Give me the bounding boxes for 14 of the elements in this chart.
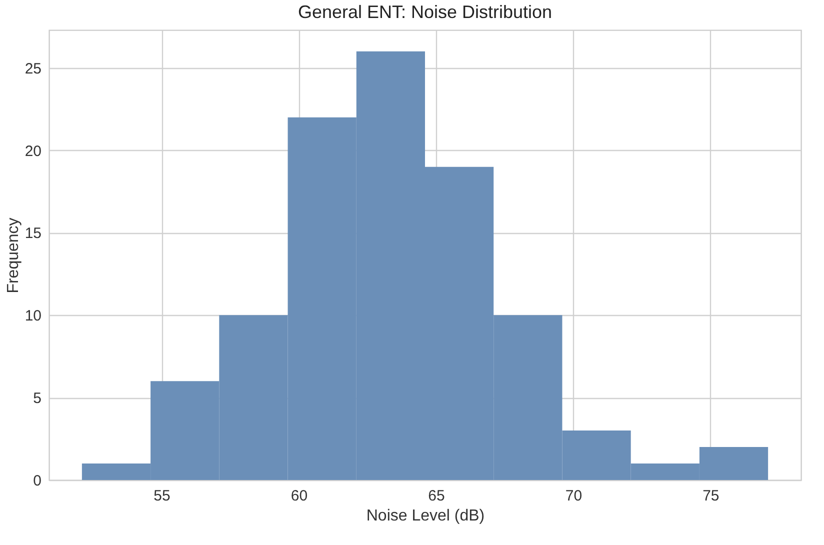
y-tick-label: 0 — [33, 472, 42, 490]
y-tick-label: 15 — [24, 225, 42, 242]
chart-title: General ENT: Noise Distribution — [298, 2, 552, 22]
y-tick-label: 5 — [33, 390, 42, 408]
y-tick-label: 25 — [24, 60, 42, 78]
x-axis-title: Noise Level (dB) — [366, 508, 485, 524]
y-tick-label: 10 — [24, 308, 42, 325]
x-tick-label: 65 — [428, 488, 445, 504]
x-tick-label: 70 — [565, 488, 582, 504]
x-tick-label: 55 — [154, 488, 170, 504]
x-tick-label: 60 — [290, 488, 308, 504]
x-tick-label: 75 — [702, 488, 720, 504]
y-axis-title: Frequency — [4, 218, 22, 294]
y-tick-label: 20 — [24, 142, 42, 160]
